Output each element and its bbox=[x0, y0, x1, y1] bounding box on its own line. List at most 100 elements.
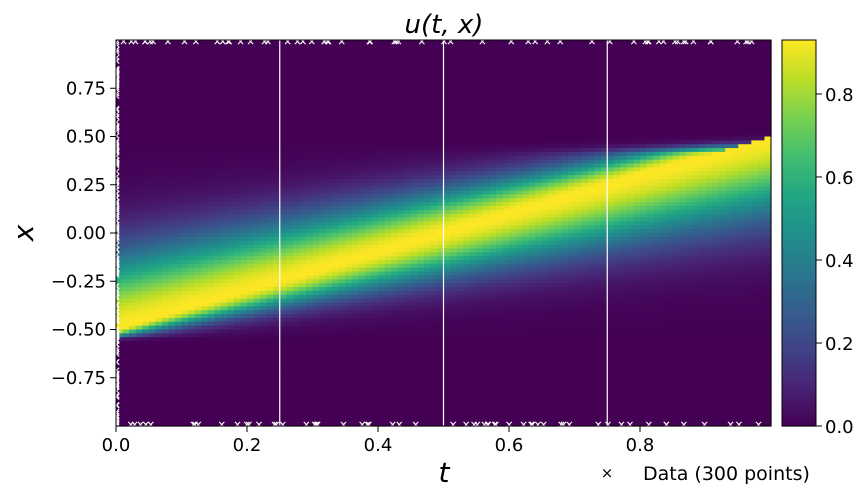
heatmap-cell bbox=[423, 217, 431, 223]
heatmap-cell bbox=[397, 333, 405, 338]
heatmap-cell bbox=[129, 418, 137, 423]
heatmap-cell bbox=[201, 395, 209, 400]
heatmap-cell bbox=[410, 283, 418, 288]
heatmap-cell bbox=[181, 356, 189, 361]
heatmap-cell bbox=[404, 213, 412, 219]
heatmap-cell bbox=[305, 163, 314, 168]
heatmap-cell bbox=[325, 422, 333, 427]
heatmap-cell bbox=[188, 51, 196, 57]
heatmap-cell bbox=[404, 371, 412, 377]
heatmap-cell bbox=[273, 329, 281, 334]
heatmap-cell bbox=[240, 86, 248, 91]
heatmap-cell bbox=[194, 341, 202, 346]
heatmap-cell bbox=[233, 402, 242, 408]
heatmap-cell bbox=[351, 82, 359, 87]
heatmap-cell bbox=[319, 260, 327, 265]
heatmap-cell bbox=[240, 213, 248, 219]
heatmap-cell bbox=[181, 271, 189, 277]
heatmap-cell bbox=[423, 344, 431, 350]
heatmap-cell bbox=[358, 97, 366, 103]
heatmap-cell bbox=[378, 43, 386, 49]
heatmap-cell bbox=[299, 310, 307, 315]
heatmap-cell bbox=[220, 283, 228, 288]
heatmap-cell bbox=[436, 364, 445, 369]
heatmap-cell bbox=[351, 271, 359, 277]
heatmap-cell bbox=[404, 124, 412, 130]
heatmap-cell bbox=[351, 344, 359, 350]
heatmap-cell bbox=[384, 395, 392, 400]
heatmap-cell bbox=[378, 418, 386, 423]
heatmap-cell bbox=[233, 306, 242, 311]
heatmap-cell bbox=[423, 406, 431, 412]
heatmap-cell bbox=[332, 144, 340, 149]
heatmap-cell bbox=[181, 310, 189, 315]
heatmap-cell bbox=[436, 252, 445, 257]
heatmap-cell bbox=[299, 140, 307, 145]
heatmap-cell bbox=[148, 167, 156, 172]
heatmap-cell bbox=[168, 43, 176, 49]
heatmap-cell bbox=[423, 283, 431, 288]
heatmap-cell bbox=[371, 194, 379, 199]
heatmap-cell bbox=[220, 67, 228, 72]
heatmap-cell bbox=[358, 198, 366, 203]
heatmap-cell bbox=[404, 186, 412, 192]
heatmap-cell bbox=[207, 217, 215, 223]
heatmap-cell bbox=[168, 341, 176, 346]
heatmap-cell bbox=[436, 402, 445, 408]
heatmap-cell bbox=[174, 294, 183, 300]
heatmap-cell bbox=[417, 252, 425, 257]
heatmap-cell bbox=[417, 410, 425, 416]
heatmap-cell bbox=[233, 113, 242, 118]
heatmap-cell bbox=[319, 86, 327, 91]
heatmap-cell bbox=[384, 40, 392, 45]
heatmap-cell bbox=[292, 375, 300, 381]
heatmap-cell bbox=[319, 101, 327, 107]
heatmap-cell bbox=[279, 159, 287, 165]
heatmap-cell bbox=[194, 329, 202, 334]
heatmap-cell bbox=[155, 90, 163, 95]
heatmap-cell bbox=[279, 387, 287, 392]
heatmap-cell bbox=[227, 124, 235, 130]
heatmap-cell bbox=[397, 263, 405, 269]
heatmap-cell bbox=[135, 225, 143, 230]
heatmap-cell bbox=[188, 151, 196, 157]
heatmap-cell bbox=[122, 418, 130, 423]
heatmap-cell bbox=[338, 140, 346, 145]
heatmap-cell bbox=[305, 233, 314, 238]
heatmap-cell bbox=[266, 163, 274, 168]
heatmap-cell bbox=[155, 159, 163, 165]
heatmap-cell bbox=[148, 283, 156, 288]
heatmap-cell bbox=[168, 113, 176, 118]
heatmap-cell bbox=[168, 414, 176, 419]
heatmap-cell bbox=[423, 55, 431, 60]
heatmap-cell bbox=[247, 67, 255, 72]
heatmap-cell bbox=[404, 325, 412, 331]
heatmap-cell bbox=[397, 306, 405, 311]
heatmap-cell bbox=[135, 59, 143, 64]
heatmap-cell bbox=[253, 82, 261, 87]
heatmap-cell bbox=[142, 317, 150, 323]
heatmap-cell bbox=[364, 51, 373, 57]
heatmap-cell bbox=[135, 402, 143, 408]
heatmap-cell bbox=[378, 387, 386, 392]
heatmap-cell bbox=[351, 298, 359, 304]
heatmap-cell bbox=[168, 194, 176, 199]
heatmap-cell bbox=[351, 175, 359, 180]
heatmap-cell bbox=[135, 252, 143, 257]
heatmap-cell bbox=[116, 194, 124, 199]
heatmap-cell bbox=[417, 418, 425, 423]
heatmap-cell bbox=[135, 186, 143, 192]
heatmap-cell bbox=[194, 283, 202, 288]
heatmap-cell bbox=[194, 178, 202, 184]
heatmap-cell bbox=[247, 240, 255, 246]
heatmap-cell bbox=[378, 287, 386, 292]
heatmap-cell bbox=[240, 175, 248, 180]
heatmap-cell bbox=[142, 117, 150, 122]
heatmap-cell bbox=[351, 356, 359, 361]
heatmap-cell bbox=[332, 47, 340, 53]
heatmap-cell bbox=[299, 352, 307, 358]
heatmap-cell bbox=[325, 205, 333, 211]
heatmap-cell bbox=[233, 94, 242, 99]
heatmap-cell bbox=[332, 263, 340, 269]
heatmap-cell bbox=[266, 167, 274, 172]
